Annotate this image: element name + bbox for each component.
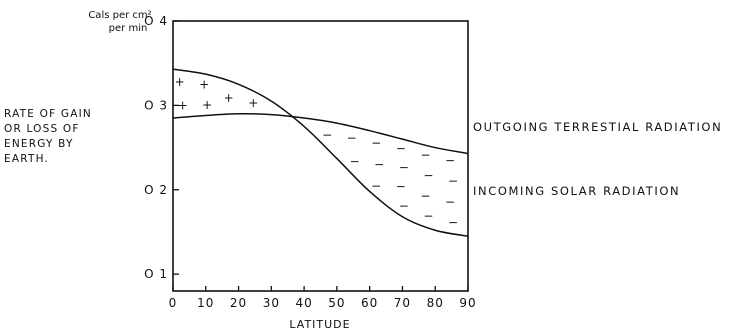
series-lines [172,68,469,237]
loss-marker: − [374,157,384,171]
loss-marker: − [420,189,430,203]
loss-marker: − [448,216,458,230]
x-tick-label: 30 [263,296,280,310]
y-tick-label: O 1 [144,267,168,281]
unit-label: Cals per cm² per min [88,10,151,34]
unit-label-line-1: Cals per cm² [88,10,151,21]
loss-marker: − [350,155,360,169]
series-line-incoming [172,68,469,237]
x-axis-title: LATITUDE [289,318,350,331]
x-axis-ticks: 0 10 20 30 40 50 60 70 80 90 [169,286,476,310]
x-tick-label: 20 [230,296,247,310]
loss-marker: − [420,148,430,162]
x-tick-label: 10 [197,296,214,310]
y-axis-title-line-4: EARTH. [4,153,49,165]
unit-label-line-2: per min [109,23,148,34]
gain-marker: + [248,96,258,110]
loss-marker: − [396,180,406,194]
loss-marker: − [371,179,381,193]
gain-marker: + [224,91,234,105]
loss-marker: − [423,169,433,183]
y-tick-label: O 2 [144,183,168,197]
loss-marker: − [371,136,381,150]
gain-marker: + [175,75,185,89]
y-tick-label: O 4 [144,14,168,28]
loss-marker: − [399,161,409,175]
loss-marker: − [322,128,332,142]
loss-marker: − [445,195,455,209]
loss-marker: − [445,154,455,168]
loss-marker: − [396,141,406,155]
y-axis-title: RATE OF GAIN OR LOSS OF ENERGY BY EARTH. [4,108,92,165]
series-label-incoming: INCOMING SOLAR RADIATION [473,184,680,198]
gain-marker: + [199,77,209,91]
x-tick-label: 60 [361,296,378,310]
gain-marker: + [202,98,212,112]
loss-marker: − [448,174,458,188]
gain-marker: + [178,99,188,113]
x-tick-label: 50 [328,296,345,310]
y-tick-label: O 3 [144,98,168,112]
x-tick-label: 40 [295,296,312,310]
series-label-outgoing: OUTGOING TERRESTIAL RADIATION [473,120,722,134]
x-tick-label: 90 [459,296,476,310]
x-tick-label: 0 [169,296,178,310]
y-axis-ticks: O 1 O 2 O 3 O 4 [144,14,179,281]
y-axis-title-line-2: OR LOSS OF [4,123,80,135]
loss-marker: − [423,209,433,223]
loss-marker: − [399,199,409,213]
series-line-outgoing [172,113,469,155]
plot-frame [172,20,469,292]
loss-region: − −−−−−−−−−−−−−−−−− [322,128,458,229]
x-tick-label: 70 [394,296,411,310]
y-axis-title-line-3: ENERGY BY [4,138,74,150]
gain-region: + + + + + + [175,75,259,113]
y-axis-title-line-1: RATE OF GAIN [4,108,92,120]
loss-marker: − [347,131,357,145]
x-tick-label: 80 [427,296,444,310]
